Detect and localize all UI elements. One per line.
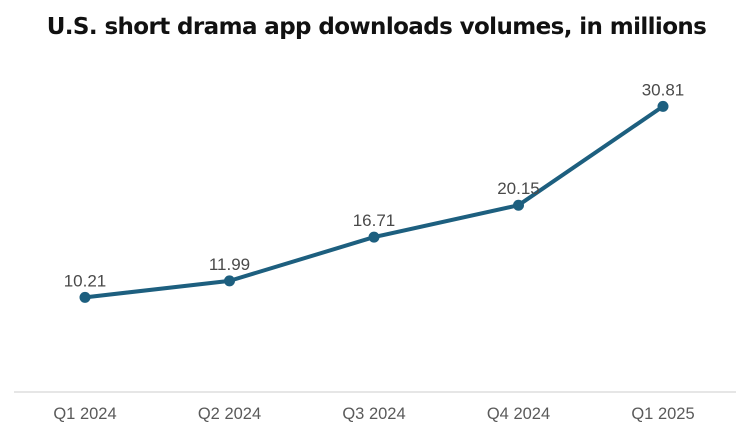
x-tick-label: Q1 2024 — [53, 405, 116, 423]
data-label: 16.71 — [353, 211, 396, 230]
x-tick-label: Q1 2025 — [631, 405, 694, 423]
data-label: 30.81 — [642, 80, 685, 99]
data-point — [657, 100, 669, 112]
data-point — [224, 275, 235, 287]
data-label: 11.99 — [209, 255, 250, 274]
x-tick-label: Q3 2024 — [342, 405, 405, 423]
data-point — [79, 291, 91, 303]
chart-title: U.S. short drama app downloads volumes, … — [46, 14, 707, 40]
x-tick-label: Q4 2024 — [487, 405, 550, 423]
data-point — [513, 199, 524, 211]
x-tick-label: Q2 2024 — [198, 405, 261, 423]
series-line — [83, 104, 665, 300]
data-label: 10.21 — [64, 271, 107, 290]
data-label: 20.15 — [497, 179, 540, 198]
data-point — [368, 231, 380, 243]
